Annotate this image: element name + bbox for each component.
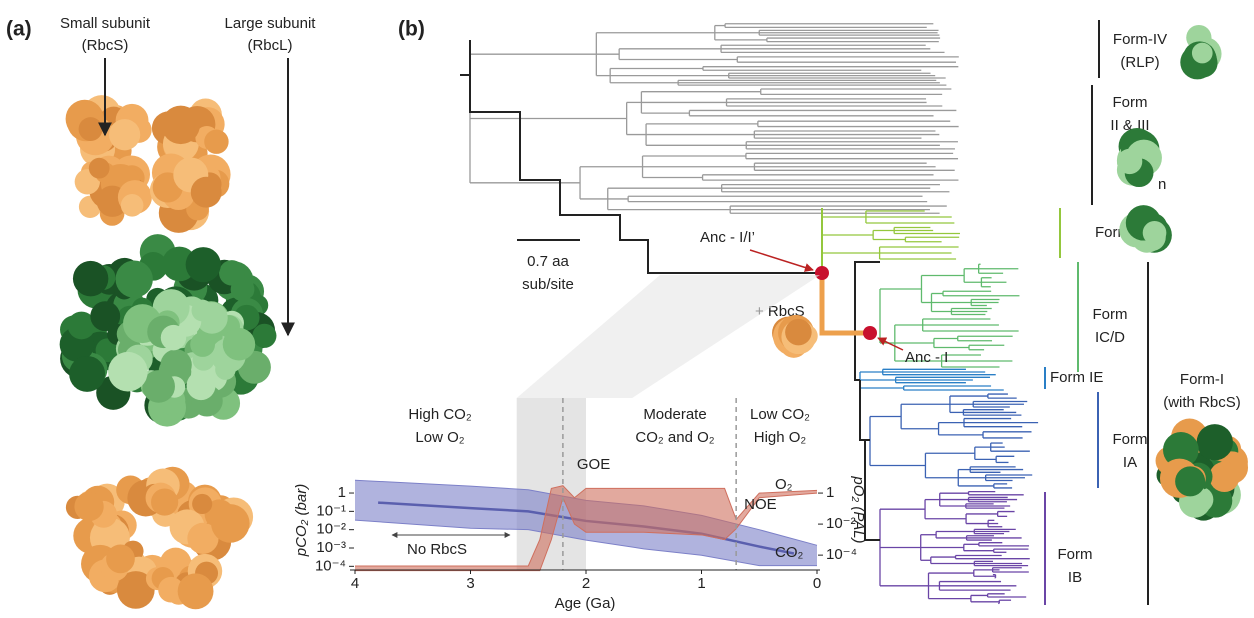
- molecule-surface: [1209, 462, 1239, 492]
- clade-label: Form: [1093, 306, 1128, 323]
- arrow: [750, 250, 813, 270]
- molecule-surface: [106, 544, 135, 573]
- molecule-surface: [79, 117, 103, 141]
- molecule-surface: [219, 260, 245, 286]
- molecule-surface: [785, 319, 812, 346]
- x-tick-label: 0: [813, 575, 821, 592]
- annotation: Anc - I/I’: [700, 229, 755, 246]
- clade-label: (RLP): [1120, 54, 1159, 71]
- molecule-surface: [191, 177, 222, 208]
- y-tick-label: 1: [826, 484, 834, 501]
- molecule-surface: [187, 371, 216, 400]
- y-tick-label: 10⁻⁴: [315, 557, 346, 574]
- clade-label: IB: [1068, 569, 1082, 586]
- tree-branch: [860, 380, 870, 440]
- y2-axis-title: pO₂ (PAL): [850, 475, 867, 543]
- series-label: CO₂: [775, 544, 804, 561]
- x-tick-label: 2: [582, 575, 590, 592]
- arrow: [878, 338, 903, 350]
- period-label: Low CO₂: [750, 406, 810, 423]
- clade-label: Form IE: [1050, 369, 1103, 386]
- molecule-surface: [211, 504, 250, 543]
- molecule-surface: [178, 573, 214, 609]
- event-label: NOE: [744, 496, 777, 513]
- molecule-surface: [116, 261, 153, 298]
- molecule-surface: [1175, 466, 1205, 496]
- tree-branch: [855, 262, 880, 333]
- y-tick-label: 10⁻²: [316, 521, 346, 538]
- y-tick-label: 10⁻¹: [316, 502, 346, 519]
- clade-label: IC/D: [1095, 329, 1125, 346]
- period-label: Moderate: [643, 406, 706, 423]
- molecule-surface: [1117, 149, 1142, 174]
- x-tick-label: 3: [466, 575, 474, 592]
- highlight: [517, 398, 586, 570]
- annotation: Anc - I: [905, 349, 948, 366]
- panel-a: (a) Small subunit (RbcS) Large subunit (…: [6, 15, 316, 54]
- molecule-surface: [1143, 221, 1167, 245]
- y-tick-label: 10⁻⁴: [826, 546, 857, 563]
- molecule-surface: [1192, 43, 1213, 64]
- panel-label: (b): [398, 18, 425, 41]
- y-tick-label: 1: [338, 484, 346, 501]
- molecule-surface: [73, 261, 108, 296]
- panel-label: (a): [6, 18, 32, 41]
- molecule-surface: [108, 352, 148, 392]
- period-label: CO₂ and O₂: [635, 429, 714, 446]
- molecule-surface: [204, 130, 228, 154]
- event-label: GOE: [577, 456, 610, 473]
- label: (RbcL): [247, 37, 292, 54]
- molecule-surface: [121, 194, 144, 217]
- molecule-surface: [90, 301, 120, 331]
- y-axis-title: pCO₂ (bar): [293, 484, 310, 557]
- label: Large subunit: [225, 15, 317, 32]
- figure: (a) Small subunit (RbcS) Large subunit (…: [0, 0, 1254, 618]
- period-label: High O₂: [754, 429, 807, 446]
- molecule-surface: [69, 356, 105, 392]
- molecule-surface: [186, 247, 221, 282]
- clade-label: Form-I: [1180, 371, 1224, 388]
- period-label: High CO₂: [408, 406, 472, 423]
- subscript: n: [1158, 176, 1166, 193]
- clade-label: Form: [1113, 431, 1148, 448]
- y-tick-label: 10⁻³: [316, 539, 346, 556]
- scale-label: 0.7 aa: [527, 253, 569, 270]
- period-label: Low O₂: [415, 429, 464, 446]
- ancestor-node: [863, 326, 877, 340]
- molecule-surface: [215, 359, 236, 380]
- molecule-surface: [223, 328, 255, 360]
- ancestor-node: [815, 266, 829, 280]
- molecule-surface: [192, 300, 214, 322]
- molecule-surface: [161, 106, 199, 144]
- annotation: No RbcS: [407, 541, 467, 558]
- label: (RbcS): [82, 37, 129, 54]
- scale-label: sub/site: [522, 276, 574, 293]
- molecule-surface: [252, 324, 276, 348]
- clade-label: Form-IV: [1113, 31, 1167, 48]
- molecule-surface: [89, 158, 110, 179]
- molecule-surface: [192, 494, 212, 514]
- label: Small subunit: [60, 15, 151, 32]
- clade-label: (with RbcS): [1163, 394, 1241, 411]
- x-tick-label: 4: [351, 575, 359, 592]
- molecule-surface: [190, 332, 215, 357]
- molecule-surface: [1197, 424, 1233, 460]
- molecule-surface: [161, 325, 186, 350]
- molecule-surface: [74, 492, 103, 521]
- molecule-surface: [109, 119, 140, 150]
- x-tick-label: 1: [697, 575, 705, 592]
- clade-label: Form: [1113, 94, 1148, 111]
- series-label: O₂: [775, 476, 793, 493]
- molecule-surface: [151, 488, 178, 515]
- tree-branch: [822, 273, 870, 333]
- tree-branch: [855, 333, 860, 380]
- clade-label: IA: [1123, 454, 1137, 471]
- x-axis-title: Age (Ga): [555, 595, 616, 612]
- clade-label: Form: [1058, 546, 1093, 563]
